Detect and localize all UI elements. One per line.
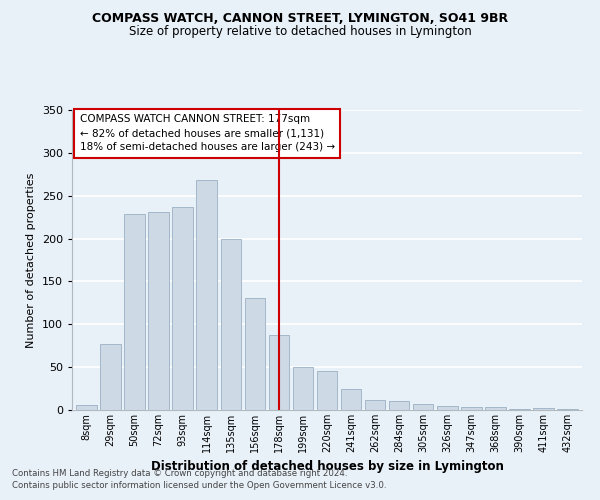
Text: COMPASS WATCH CANNON STREET: 177sqm
← 82% of detached houses are smaller (1,131): COMPASS WATCH CANNON STREET: 177sqm ← 82… (80, 114, 335, 152)
Text: COMPASS WATCH, CANNON STREET, LYMINGTON, SO41 9BR: COMPASS WATCH, CANNON STREET, LYMINGTON,… (92, 12, 508, 26)
Bar (269, 334, 289, 410)
Bar (245, 298, 265, 410)
X-axis label: Distribution of detached houses by size in Lymington: Distribution of detached houses by size … (151, 460, 503, 473)
Bar (485, 406, 506, 410)
Bar (509, 409, 530, 410)
Text: Size of property relative to detached houses in Lymington: Size of property relative to detached ho… (128, 25, 472, 38)
Bar (365, 400, 385, 410)
Bar (172, 207, 193, 410)
Y-axis label: Number of detached properties: Number of detached properties (26, 172, 36, 348)
Bar (413, 404, 433, 410)
Bar (557, 409, 578, 410)
Text: Contains public sector information licensed under the Open Government Licence v3: Contains public sector information licen… (12, 481, 386, 490)
Bar (437, 406, 458, 410)
Bar (293, 367, 313, 410)
Bar (341, 388, 361, 410)
Bar (461, 406, 482, 410)
Text: Contains HM Land Registry data © Crown copyright and database right 2024.: Contains HM Land Registry data © Crown c… (12, 468, 347, 477)
Bar (124, 214, 145, 410)
Bar (389, 402, 409, 410)
Bar (317, 370, 337, 410)
Bar (221, 238, 241, 410)
Bar (76, 405, 97, 410)
Bar (196, 180, 217, 410)
Bar (533, 408, 554, 410)
Bar (100, 344, 121, 410)
Bar (148, 212, 169, 410)
